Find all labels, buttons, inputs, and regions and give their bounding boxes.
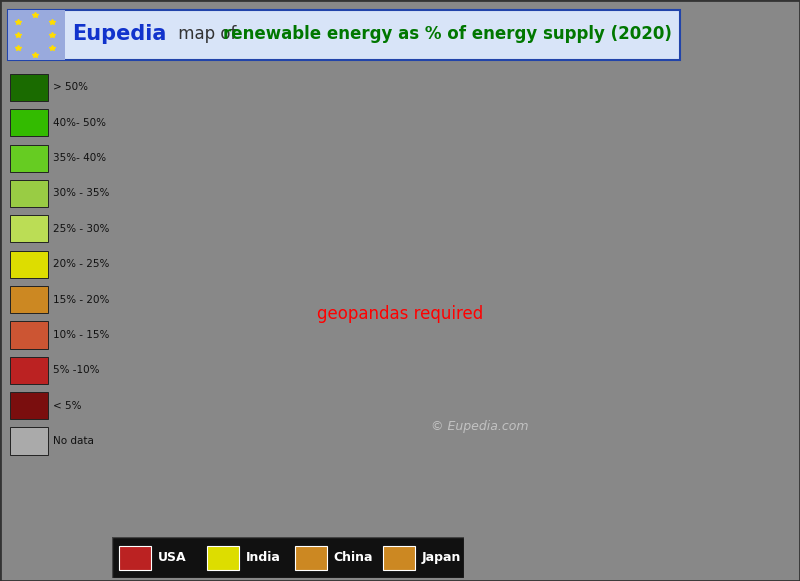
Bar: [10, 392, 48, 419]
Text: renewable energy as % of energy supply (2020): renewable energy as % of energy supply (…: [223, 25, 672, 43]
Text: < 5%: < 5%: [53, 401, 81, 411]
Bar: [10, 74, 48, 101]
Bar: [10, 180, 48, 207]
Text: © Eupedia.com: © Eupedia.com: [431, 419, 529, 433]
Text: map of: map of: [173, 25, 242, 43]
Text: > 50%: > 50%: [53, 83, 88, 92]
Text: USA: USA: [158, 551, 186, 564]
Text: 30% - 35%: 30% - 35%: [53, 188, 109, 199]
Text: 25% - 30%: 25% - 30%: [53, 224, 109, 234]
Text: Japan: Japan: [422, 551, 461, 564]
Text: 10% - 15%: 10% - 15%: [53, 330, 109, 340]
Bar: [8, 10, 65, 60]
Bar: [10, 286, 48, 313]
FancyBboxPatch shape: [8, 10, 680, 60]
Bar: [10, 215, 48, 242]
Bar: [10, 250, 48, 278]
Bar: [10, 357, 48, 384]
Text: No data: No data: [53, 436, 94, 446]
Text: 20% - 25%: 20% - 25%: [53, 259, 109, 269]
Bar: [10, 321, 48, 349]
Bar: [207, 546, 238, 570]
Text: 40%- 50%: 40%- 50%: [53, 118, 106, 128]
Text: China: China: [334, 551, 374, 564]
Bar: [383, 546, 414, 570]
Text: 35%- 40%: 35%- 40%: [53, 153, 106, 163]
Bar: [10, 109, 48, 137]
Text: geopandas required: geopandas required: [317, 305, 483, 322]
Bar: [295, 546, 326, 570]
Text: Eupedia: Eupedia: [72, 24, 166, 44]
Text: India: India: [246, 551, 281, 564]
Text: 15% - 20%: 15% - 20%: [53, 295, 109, 304]
Bar: [119, 546, 150, 570]
Bar: [10, 145, 48, 172]
Bar: [10, 428, 48, 455]
Text: 5% -10%: 5% -10%: [53, 365, 99, 375]
